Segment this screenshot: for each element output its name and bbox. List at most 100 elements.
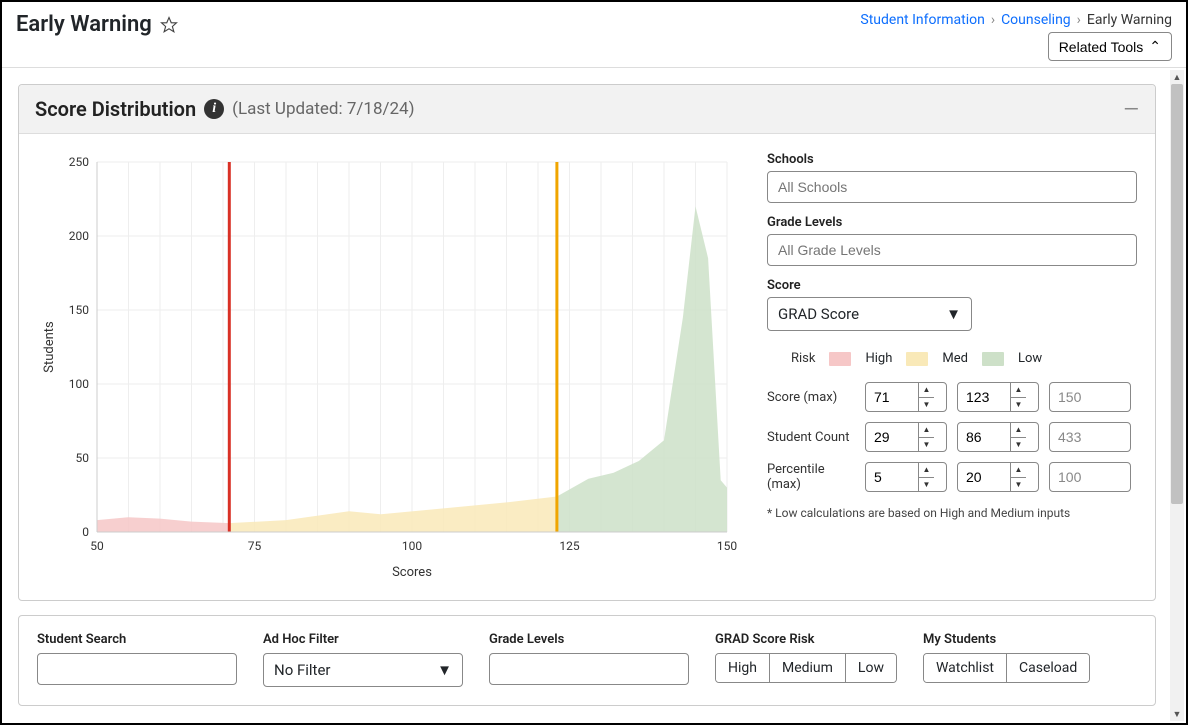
chart-svg: 0501001502002505075100125150ScoresStuden… [37, 152, 747, 582]
risk-legend-label: Risk [791, 351, 815, 366]
filters-panel: Student Search Ad Hoc Filter No Filter ▼… [18, 615, 1156, 706]
scroll-thumb[interactable] [1171, 84, 1183, 504]
score-selected: GRAD Score [778, 305, 859, 323]
svg-text:100: 100 [402, 539, 422, 553]
score-control: Score GRAD Score ▼ [767, 278, 1137, 331]
percentile-max-med-input[interactable] [958, 463, 1010, 491]
page-title: Early Warning [16, 12, 152, 37]
grade-levels-control: Grade Levels [767, 215, 1137, 266]
student-search-group: Student Search [37, 632, 237, 687]
score-distribution-panel: Score Distribution i (Last Updated: 7/18… [18, 84, 1156, 601]
step-down-icon[interactable]: ▼ [1011, 478, 1026, 492]
student-count-low-display [1049, 422, 1131, 452]
score-max-high-stepper[interactable]: ▲▼ [865, 382, 947, 412]
score-max-high-input[interactable] [866, 383, 918, 411]
panel-title-wrap: Score Distribution i (Last Updated: 7/18… [35, 97, 415, 121]
legend-med-label: Med [942, 351, 968, 366]
page-header: Early Warning Student Information › Coun… [2, 2, 1186, 67]
student-count-med-stepper[interactable]: ▲▼ [957, 422, 1039, 452]
grad-risk-group: GRAD Score Risk High Medium Low [715, 632, 897, 687]
svg-text:75: 75 [248, 539, 262, 553]
row-label-percentile-max: Percentile (max) [767, 462, 855, 492]
adhoc-label: Ad Hoc Filter [263, 632, 463, 647]
row-label-score-max: Score (max) [767, 390, 855, 405]
score-max-low-value [1050, 383, 1102, 411]
legend-high-label: High [865, 351, 892, 366]
step-up-icon[interactable]: ▲ [919, 423, 934, 438]
step-up-icon[interactable]: ▲ [919, 463, 934, 478]
step-down-icon[interactable]: ▼ [919, 478, 934, 492]
scroll-up-icon[interactable]: ▲ [1170, 70, 1184, 84]
my-students-caseload-button[interactable]: Caseload [1007, 654, 1089, 682]
caret-down-icon: ▼ [946, 305, 961, 323]
student-count-high-stepper[interactable]: ▲▼ [865, 422, 947, 452]
header-left: Early Warning [16, 12, 178, 37]
student-search-label: Student Search [37, 632, 237, 647]
score-select[interactable]: GRAD Score ▼ [767, 297, 972, 331]
svg-text:150: 150 [717, 539, 737, 553]
breadcrumb-link-counseling[interactable]: Counseling [1001, 12, 1071, 28]
my-students-segments: Watchlist Caseload [923, 653, 1090, 683]
schools-input[interactable] [767, 171, 1137, 203]
svg-text:125: 125 [559, 539, 579, 553]
related-tools-label: Related Tools [1059, 39, 1144, 55]
filter-grade-levels-input[interactable] [489, 653, 689, 685]
grade-levels-label: Grade Levels [767, 215, 1137, 230]
svg-text:50: 50 [76, 451, 90, 465]
last-updated-label: (Last Updated: 7/18/24) [232, 99, 414, 119]
step-down-icon[interactable]: ▼ [1011, 398, 1026, 412]
score-label: Score [767, 278, 1137, 293]
step-up-icon[interactable]: ▲ [1011, 383, 1026, 398]
svg-text:Scores: Scores [392, 565, 432, 580]
schools-label: Schools [767, 152, 1137, 167]
percentile-max-high-input[interactable] [866, 463, 918, 491]
score-max-med-stepper[interactable]: ▲▼ [957, 382, 1039, 412]
percentile-max-high-stepper[interactable]: ▲▼ [865, 462, 947, 492]
grad-risk-medium-button[interactable]: Medium [770, 654, 846, 682]
grad-risk-label: GRAD Score Risk [715, 632, 897, 647]
related-tools-button[interactable]: Related Tools ⌃ [1048, 32, 1172, 61]
breadcrumb-current: Early Warning [1087, 12, 1172, 28]
breadcrumb: Student Information › Counseling › Early… [860, 12, 1172, 28]
score-max-low-display [1049, 382, 1131, 412]
favorite-star-icon[interactable] [160, 16, 178, 34]
low-note: * Low calculations are based on High and… [767, 506, 1137, 520]
svg-text:200: 200 [69, 229, 89, 243]
step-down-icon[interactable]: ▼ [919, 438, 934, 452]
filter-grade-levels-group: Grade Levels [489, 632, 689, 687]
controls-column: Schools Grade Levels Score GRAD Score ▼ … [767, 152, 1137, 582]
percentile-max-med-stepper[interactable]: ▲▼ [957, 462, 1039, 492]
step-down-icon[interactable]: ▼ [1011, 438, 1026, 452]
grad-risk-low-button[interactable]: Low [846, 654, 896, 682]
chevron-up-icon: ⌃ [1149, 38, 1161, 55]
adhoc-filter-group: Ad Hoc Filter No Filter ▼ [263, 632, 463, 687]
step-up-icon[interactable]: ▲ [1011, 463, 1026, 478]
collapse-icon[interactable]: — [1123, 97, 1139, 121]
student-search-input[interactable] [37, 653, 237, 685]
svg-text:250: 250 [69, 155, 89, 169]
swatch-med [906, 352, 928, 366]
risk-grid: Score (max) ▲▼ ▲▼ Student Count [767, 382, 1137, 492]
student-count-high-input[interactable] [866, 423, 918, 451]
my-students-watchlist-button[interactable]: Watchlist [924, 654, 1007, 682]
grade-levels-input[interactable] [767, 234, 1137, 266]
vertical-scrollbar[interactable]: ▲ ▼ [1170, 70, 1184, 721]
scroll-down-icon[interactable]: ▼ [1170, 707, 1184, 721]
grad-risk-high-button[interactable]: High [716, 654, 770, 682]
chevron-right-icon: › [991, 12, 995, 28]
step-up-icon[interactable]: ▲ [919, 383, 934, 398]
percentile-max-low-value [1050, 463, 1102, 491]
info-icon[interactable]: i [204, 99, 224, 119]
student-count-med-input[interactable] [958, 423, 1010, 451]
svg-text:150: 150 [69, 303, 89, 317]
breadcrumb-link-student-info[interactable]: Student Information [860, 12, 984, 28]
adhoc-select[interactable]: No Filter ▼ [263, 653, 463, 687]
swatch-high [829, 352, 851, 366]
percentile-max-low-display [1049, 462, 1131, 492]
filter-grade-levels-label: Grade Levels [489, 632, 689, 647]
grad-risk-segments: High Medium Low [715, 653, 897, 683]
score-max-med-input[interactable] [958, 383, 1010, 411]
step-up-icon[interactable]: ▲ [1011, 423, 1026, 438]
my-students-label: My Students [923, 632, 1090, 647]
step-down-icon[interactable]: ▼ [919, 398, 934, 412]
